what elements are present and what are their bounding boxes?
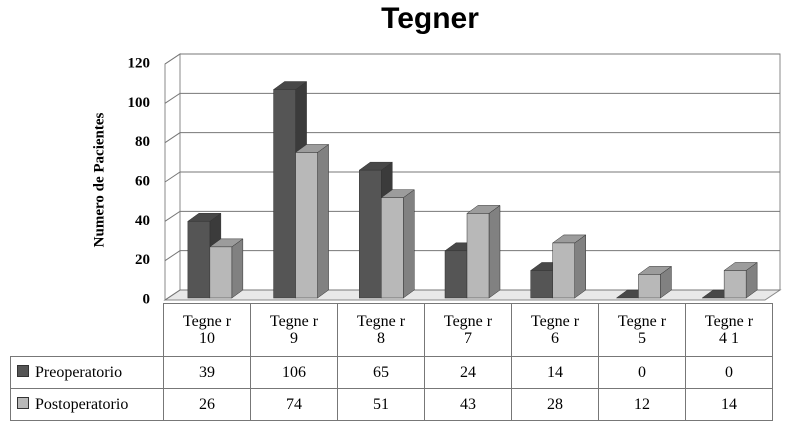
bar	[638, 274, 661, 299]
y-tick-label: 20	[135, 252, 150, 268]
bar	[295, 152, 318, 299]
bar-side	[488, 204, 501, 299]
grid-line	[164, 53, 780, 65]
bar	[444, 250, 468, 299]
category-cell: Tegne r 6	[511, 303, 599, 357]
value-cell: 39	[163, 356, 251, 389]
legend-swatch	[17, 364, 29, 377]
bar	[209, 246, 233, 299]
x-tick-label: Tegne r 9	[269, 313, 319, 347]
y-tick-label: 60	[135, 173, 150, 189]
table-row: Postoperatorio 26 74 51 43 28 12 14	[10, 388, 773, 421]
chart-title: Tegner	[381, 2, 479, 35]
legend-cell: Postoperatorio	[10, 388, 164, 421]
x-tick-label: Tegne r 7	[443, 313, 493, 347]
value-cell: 51	[337, 388, 425, 421]
bar	[381, 197, 404, 299]
grid-line	[164, 210, 780, 222]
x-tick-label: Tegne r 10	[182, 313, 232, 347]
category-cell: Tegne r 9	[250, 303, 338, 357]
value-cell: 28	[511, 388, 599, 421]
y-tick-label: 40	[135, 213, 150, 229]
legend-swatch	[17, 396, 29, 409]
table-corner	[10, 303, 164, 357]
y-axis-label: Numero de Pacientes	[91, 112, 107, 247]
grid-line	[164, 132, 780, 144]
category-cell: Tegne r 4 1	[685, 303, 773, 357]
bar	[273, 89, 296, 299]
value-cell: 14	[685, 388, 773, 421]
bar	[723, 270, 747, 299]
bar-side	[231, 238, 244, 299]
category-cell: Tegne r 5	[598, 303, 686, 357]
value-cell: 26	[163, 388, 251, 421]
x-tick-label: Tegne r 4 1	[704, 313, 754, 347]
y-tick-label: 120	[128, 55, 151, 71]
grid-line	[164, 171, 780, 183]
category-cell: Tegne r 8	[337, 303, 425, 357]
table-row: Preoperatorio 39 106 65 24 14 0 0	[10, 356, 773, 389]
value-cell: 0	[598, 356, 686, 389]
value-cell: 14	[511, 356, 599, 389]
x-tick-label: Tegne r 8	[356, 313, 406, 347]
value-cell: 74	[250, 388, 338, 421]
category-cell: Tegne r 7	[424, 303, 512, 357]
bar	[552, 242, 575, 299]
value-cell: 0	[685, 356, 773, 389]
value-cell: 65	[337, 356, 425, 389]
bar-side	[403, 189, 415, 299]
data-table: Tegne r 10 Tegne r 9 Tegne r 8 Tegne r 7 Teg…	[10, 303, 773, 421]
table-row: Tegne r 10 Tegne r 9 Tegne r 8 Tegne r 7 Teg…	[10, 303, 773, 357]
legend-cell: Preoperatorio	[10, 356, 164, 389]
y-tick-label: 100	[128, 95, 151, 111]
value-cell: 106	[250, 356, 338, 389]
bar	[359, 169, 382, 299]
bar	[187, 221, 211, 299]
value-cell: 24	[424, 356, 512, 389]
bar	[466, 213, 490, 299]
bar	[530, 270, 553, 299]
value-cell: 43	[424, 388, 512, 421]
grid-line	[164, 92, 780, 104]
bar-side	[574, 234, 586, 299]
category-cell: Tegne r 10	[163, 303, 251, 357]
value-cell: 12	[598, 388, 686, 421]
x-tick-label: Tegne r 6	[530, 313, 580, 347]
legend-label: Preoperatorio	[35, 363, 123, 381]
legend-label: Postoperatorio	[35, 395, 129, 413]
x-tick-label: Tegne r 5	[617, 313, 667, 347]
y-tick-label: 80	[135, 134, 150, 150]
y-tick-label: 0	[143, 291, 151, 307]
bar-side	[317, 143, 329, 299]
